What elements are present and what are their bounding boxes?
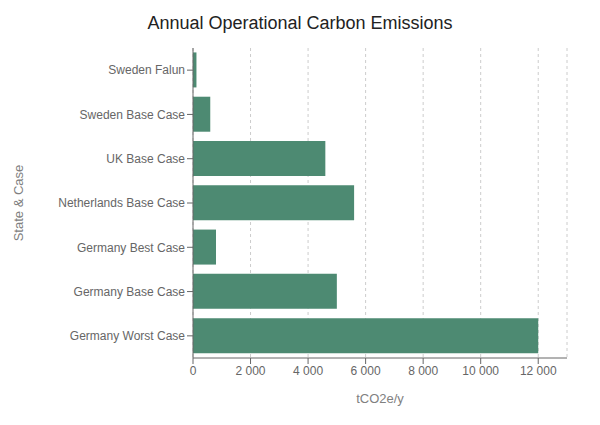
svg-text:Sweden Base Case: Sweden Base Case	[80, 108, 186, 122]
svg-text:0: 0	[190, 364, 197, 378]
svg-text:Germany Worst Case: Germany Worst Case	[70, 329, 185, 343]
svg-text:10 000: 10 000	[462, 364, 499, 378]
html-text:Annual Operational Carbon Emis: Annual Operational Carbon Emissions	[147, 13, 453, 33]
svg-text:8 000: 8 000	[408, 364, 438, 378]
svg-text:tCO2e/y: tCO2e/y	[356, 391, 404, 406]
svg-text:State & Case: State & Case	[11, 165, 26, 242]
svg-text:Germany Best Case: Germany Best Case	[77, 241, 185, 255]
svg-text:12 000: 12 000	[520, 364, 557, 378]
svg-text:Germany Base Case: Germany Base Case	[74, 285, 186, 299]
svg-text:Netherlands Base Case: Netherlands Base Case	[58, 196, 185, 210]
svg-text:UK Base Case: UK Base Case	[106, 152, 185, 166]
svg-text:4 000: 4 000	[293, 364, 323, 378]
svg-text:Sweden Falun: Sweden Falun	[108, 63, 185, 77]
svg-text:2 000: 2 000	[236, 364, 266, 378]
svg-text:6 000: 6 000	[351, 364, 381, 378]
